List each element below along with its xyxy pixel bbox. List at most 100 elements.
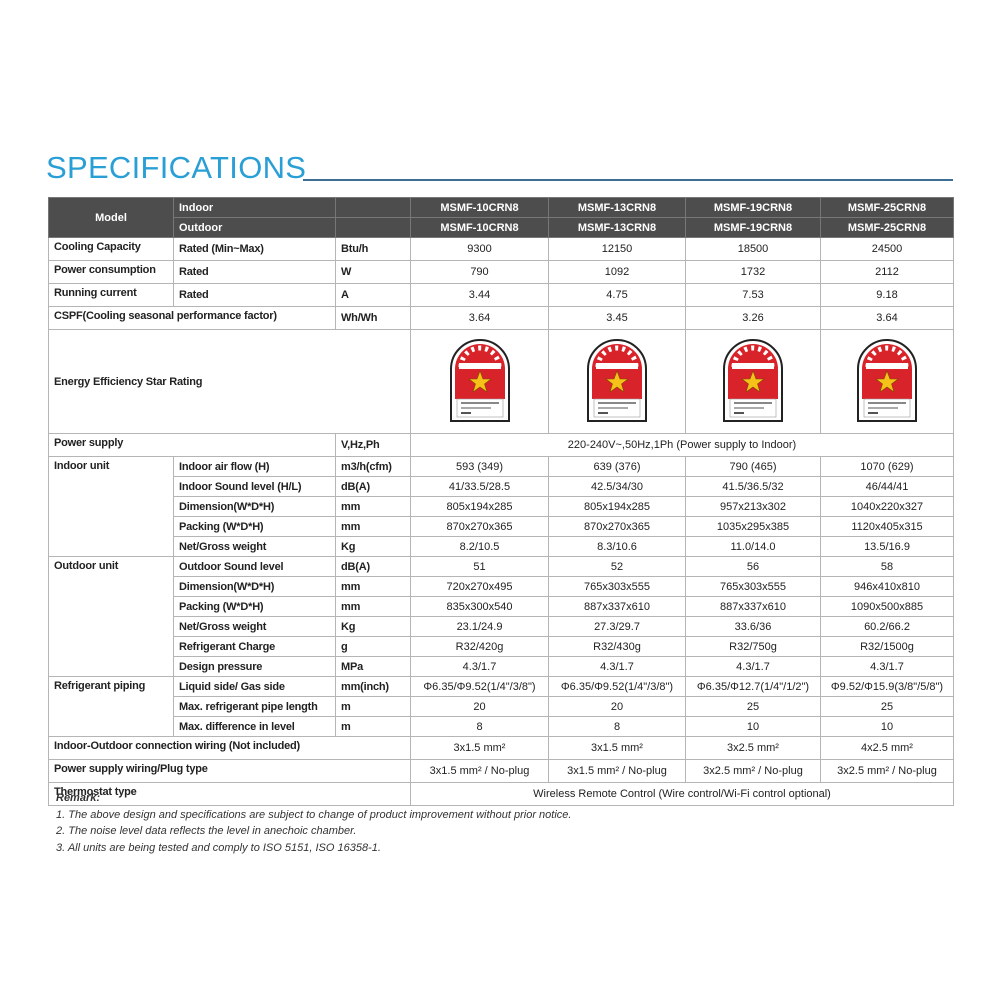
- row-sub-label: Packing (W*D*H): [173, 596, 336, 617]
- spec-row: Max. refrigerant pipe length m 20 20 25 25: [49, 696, 954, 717]
- value: 11.0/14.0: [685, 536, 821, 557]
- row-label: Power supply: [48, 433, 336, 457]
- value: Wireless Remote Control (Wire control/Wi…: [410, 782, 954, 806]
- remark-title: Remark:: [56, 792, 101, 804]
- title-rule: [303, 179, 953, 181]
- model-label: Model: [48, 197, 174, 238]
- remark-note: 1. The above design and specifications a…: [56, 808, 572, 821]
- row-label: Running current: [48, 283, 174, 307]
- value: 1090x500x885: [820, 596, 954, 617]
- row-sub-label: Design pressure: [173, 656, 336, 677]
- row-label: Thermostat type: [48, 782, 411, 806]
- value: 805x194x285: [548, 496, 686, 517]
- value: 3.26: [685, 306, 821, 330]
- value: 887x337x610: [548, 596, 686, 617]
- spec-row: CSPF(Cooling seasonal performance factor…: [48, 306, 954, 330]
- value: 4.3/1.7: [410, 656, 549, 677]
- value: R32/1500g: [820, 636, 954, 657]
- value: 9.18: [820, 283, 954, 307]
- spec-row: Power supply V,Hz,Ph 220-240V~,50Hz,1Ph (P…: [48, 433, 954, 457]
- value: 8.2/10.5: [410, 536, 549, 557]
- energy-label: [449, 339, 510, 422]
- value: 8: [548, 716, 686, 737]
- unit: Kg: [335, 536, 411, 557]
- spec-row: Design pressure MPa 4.3/1.7 4.3/1.7 4.3/1.7 4…: [49, 656, 954, 677]
- value: 790 (465): [685, 456, 821, 477]
- value: 52: [548, 556, 686, 577]
- spec-row: Indoor-Outdoor connection wiring (Not in…: [48, 736, 954, 760]
- energy-label: [857, 339, 917, 422]
- unit: A: [335, 283, 411, 307]
- outdoor-model: MSMF-19CRN8: [685, 217, 821, 238]
- spec-row: Outdoor unit Outdoor Sound level dB(A) 51 52…: [48, 556, 954, 677]
- spec-row: Net/Gross weight Kg 8.2/10.5 8.3/10.6 11.0/1…: [49, 536, 954, 557]
- value: R32/750g: [685, 636, 821, 657]
- spec-row: Running current Rated A 3.44 4.75 7.53 9.18: [48, 283, 954, 307]
- value: 10: [820, 716, 954, 737]
- header-row: Outdoor MSMF-10CRN8 MSMF-13CRN8 MSMF-19CRN8…: [49, 217, 954, 238]
- indoor-model: MSMF-13CRN8: [548, 197, 686, 218]
- row-sub-label: Rated (Min~Max): [173, 237, 336, 261]
- value: 3x1.5 mm²: [548, 736, 686, 760]
- spec-row: Packing (W*D*H) mm 870x270x365 870x270x365 1…: [49, 516, 954, 537]
- value: 805x194x285: [410, 496, 549, 517]
- row-label: Outdoor unit: [48, 556, 174, 677]
- indoor-model: MSMF-19CRN8: [685, 197, 821, 218]
- value: 1070 (629): [820, 456, 954, 477]
- rating-cell: [548, 329, 686, 434]
- row-sub-label: Indoor air flow (H): [173, 456, 336, 477]
- outdoor-model: MSMF-25CRN8: [820, 217, 954, 238]
- unit: m: [335, 716, 411, 737]
- rating-cell: [410, 329, 549, 434]
- value: 3x2.5 mm² / No-plug: [820, 759, 954, 783]
- outdoor-model: MSMF-10CRN8: [410, 217, 549, 238]
- row-label: Refrigerant piping: [48, 676, 174, 737]
- value: 3.44: [410, 283, 549, 307]
- value: 4.75: [548, 283, 686, 307]
- rating-row: Energy Efficiency Star Rating: [48, 329, 954, 434]
- value: 13.5/16.9: [820, 536, 954, 557]
- value: 51: [410, 556, 549, 577]
- unit: mm: [335, 516, 411, 537]
- row-sub-label: Net/Gross weight: [173, 536, 336, 557]
- value: Φ6.35/Φ12.7(1/4"/1/2"): [685, 676, 821, 697]
- value: 835x300x540: [410, 596, 549, 617]
- row-sub-label: Rated: [173, 283, 336, 307]
- header-blank: [335, 197, 411, 218]
- value: 1040x220x327: [820, 496, 954, 517]
- value: Φ6.35/Φ9.52(1/4"/3/8"): [410, 676, 549, 697]
- row-label: Cooling Capacity: [48, 237, 174, 261]
- value: 946x410x810: [820, 576, 954, 597]
- spec-table: Model Indoor MSMF-10CRN8 MSMF-13CRN8 MSMF-19…: [48, 197, 954, 806]
- unit: mm: [335, 496, 411, 517]
- rating-cell: [820, 329, 954, 434]
- row-sub-label: Outdoor Sound level: [173, 556, 336, 577]
- row-sub-label: Liquid side/ Gas side: [173, 676, 336, 697]
- value: 4.3/1.7: [820, 656, 954, 677]
- spec-row: Cooling Capacity Rated (Min~Max) Btu/h 9300…: [48, 237, 954, 261]
- value: 3.45: [548, 306, 686, 330]
- value: 887x337x610: [685, 596, 821, 617]
- indoor-label: Indoor: [173, 197, 336, 218]
- value: 593 (349): [410, 456, 549, 477]
- value: 3x1.5 mm²: [410, 736, 549, 760]
- unit: dB(A): [335, 476, 411, 497]
- unit: m: [335, 696, 411, 717]
- value: 3x2.5 mm²: [685, 736, 821, 760]
- spec-row: Indoor unit Indoor air flow (H) m3/h(cfm) 5…: [48, 456, 954, 557]
- spec-row: Refrigerant piping Liquid side/ Gas side m…: [48, 676, 954, 737]
- row-sub-label: Dimension(W*D*H): [173, 576, 336, 597]
- value: 870x270x365: [548, 516, 686, 537]
- value: 20: [410, 696, 549, 717]
- unit: Wh/Wh: [335, 306, 411, 330]
- row-label: Indoor-Outdoor connection wiring (Not in…: [48, 736, 411, 760]
- value: 42.5/34/30: [548, 476, 686, 497]
- value: 56: [685, 556, 821, 577]
- header-row: Model Indoor MSMF-10CRN8 MSMF-13CRN8 MSMF-19…: [48, 197, 954, 238]
- value: Φ9.52/Φ15.9(3/8"/5/8"): [820, 676, 954, 697]
- row-sub-label: Max. refrigerant pipe length: [173, 696, 336, 717]
- value: 3.64: [410, 306, 549, 330]
- value: 33.6/36: [685, 616, 821, 637]
- value: 10: [685, 716, 821, 737]
